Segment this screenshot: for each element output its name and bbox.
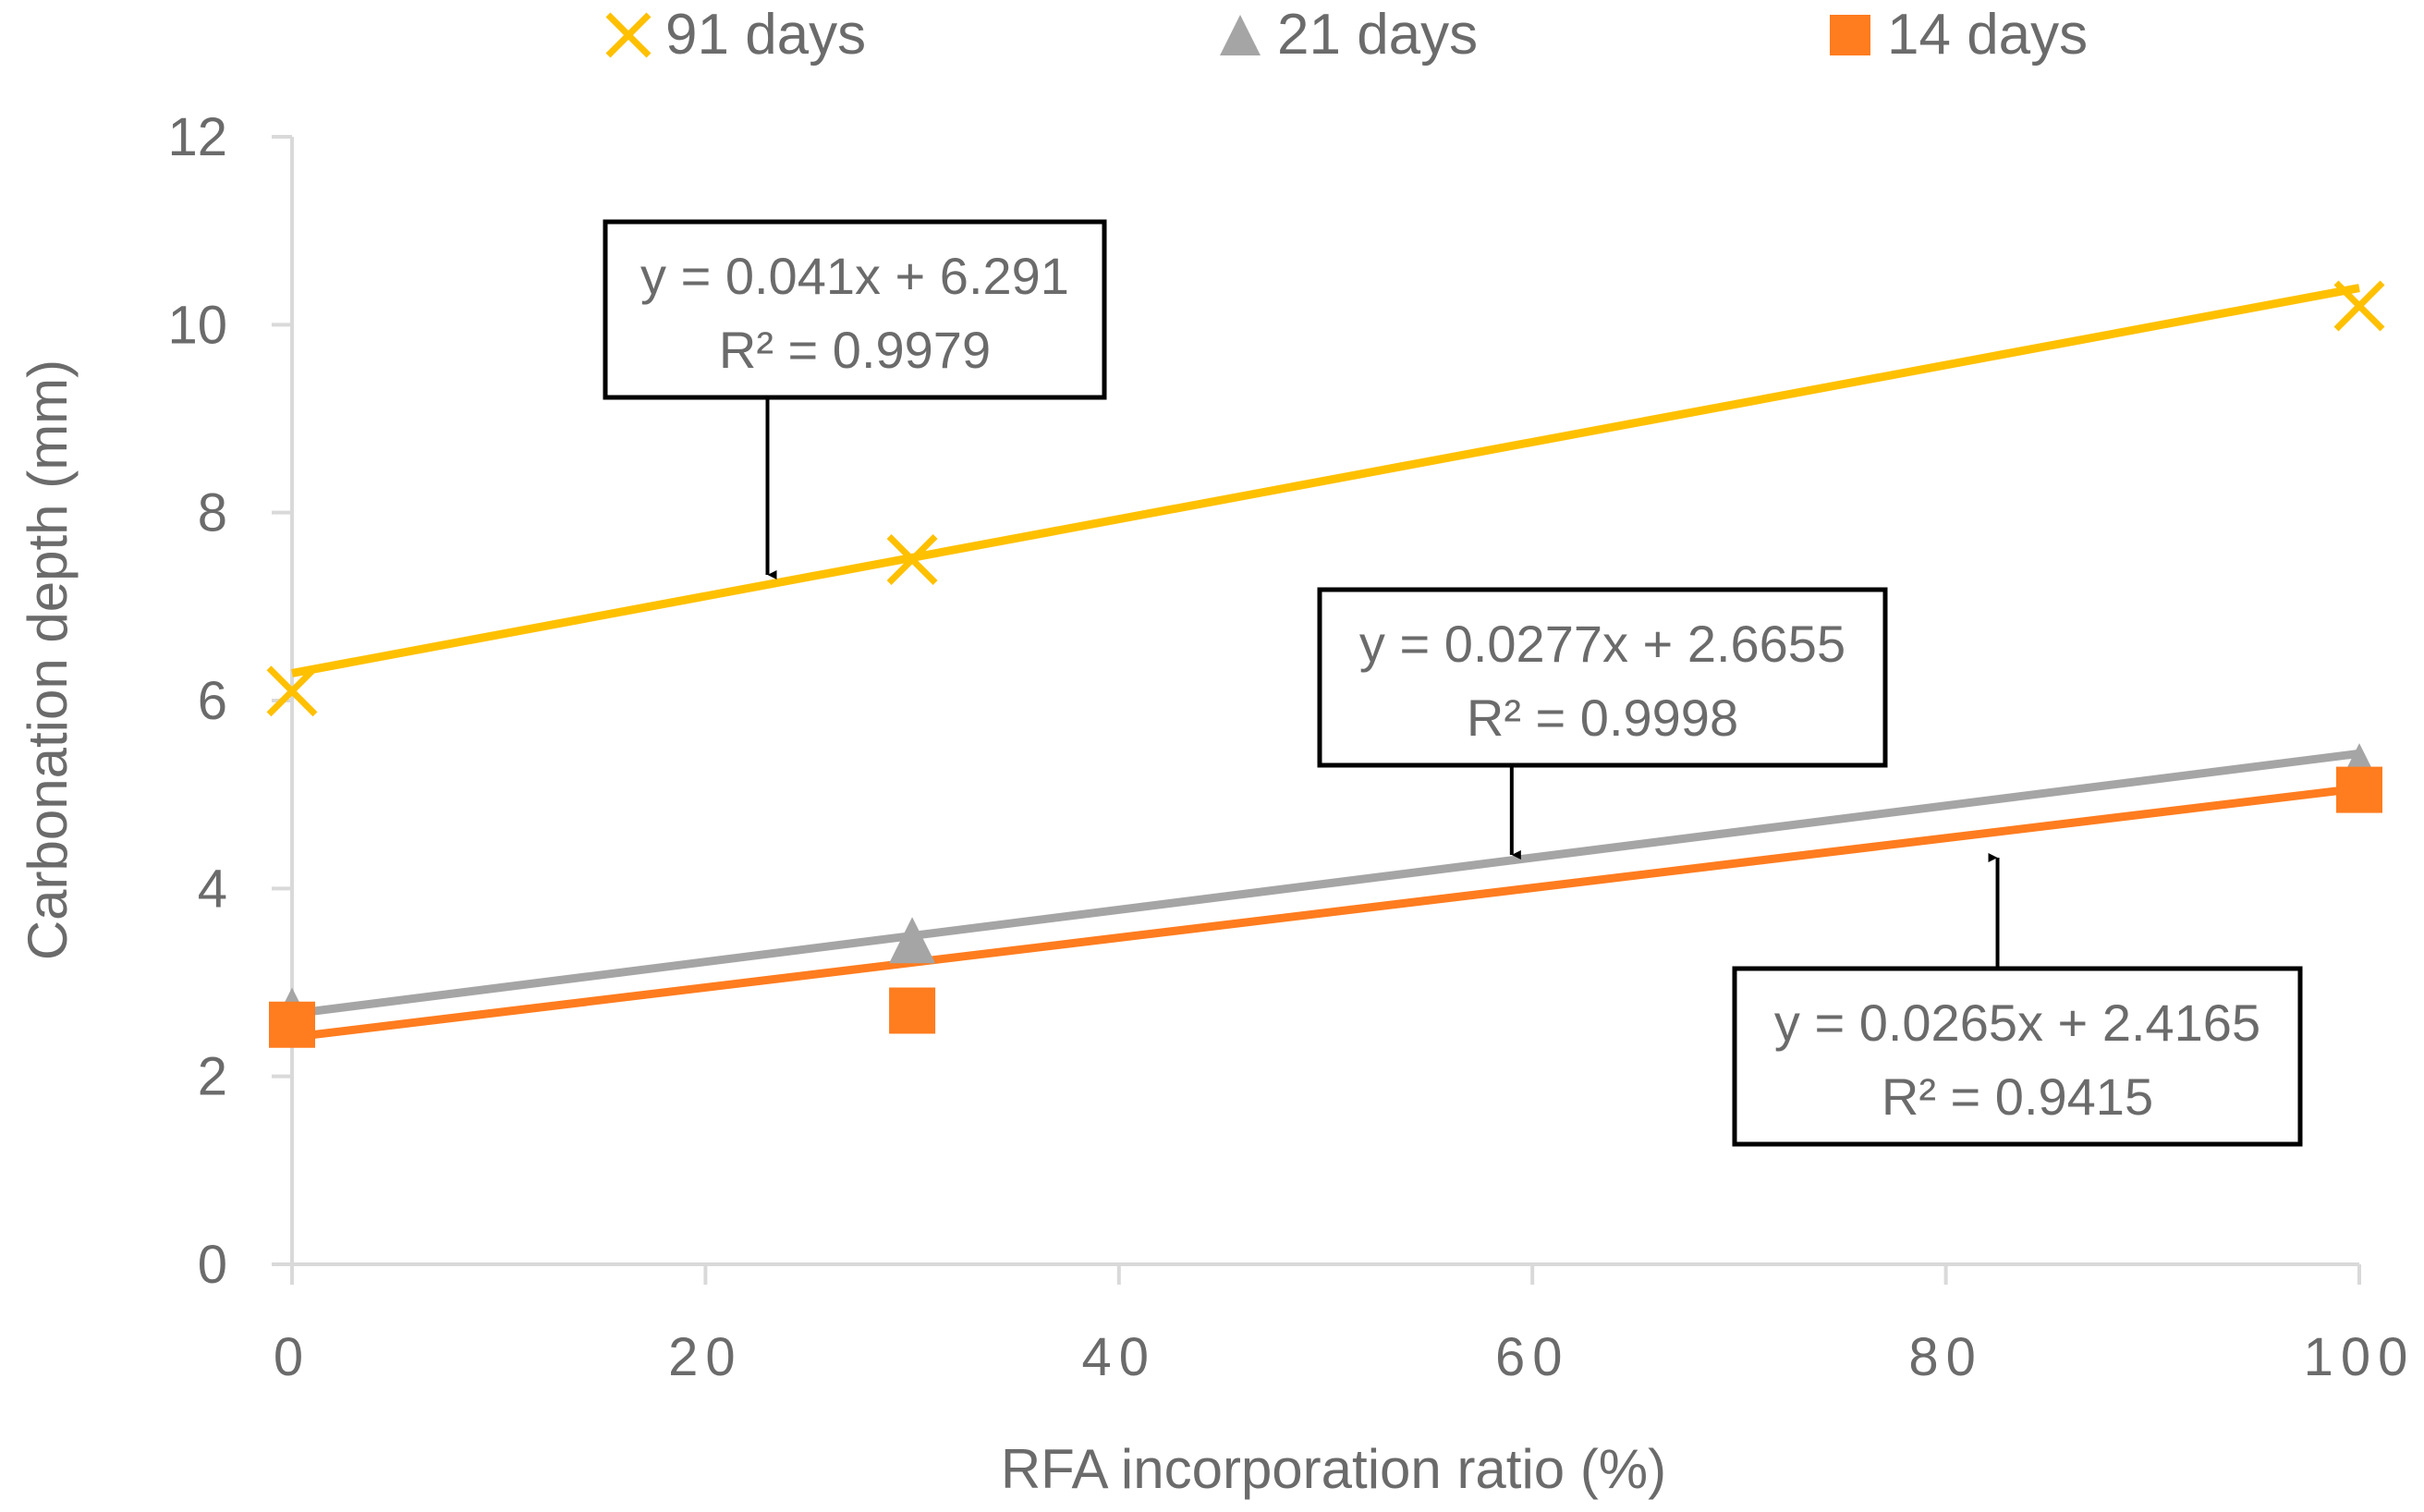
legend: 91 days 21 days 14 days: [605, 3, 2088, 67]
data-point-14-days-0: [269, 1001, 315, 1048]
legend-item-91-days: 91 days: [605, 3, 866, 67]
points-layer: [266, 280, 2385, 1048]
trendline-14-days: [291, 784, 2360, 1042]
data-point-91-days-100-stroke-b: [2333, 280, 2385, 332]
data-point-91-days-100: [2333, 280, 2385, 332]
data-point-91-days-30: [886, 534, 938, 585]
x-tick-label: 100: [2304, 1327, 2416, 1387]
callout-box-21-days: [1317, 587, 1888, 768]
y-tick-label: 12: [167, 107, 227, 167]
axes-layer: 0 2 4 6 8 10 12 0 20 40 60 80 100: [167, 107, 2416, 1387]
legend-marker-91-days-stroke-b: [605, 12, 652, 58]
callout-box-14-days: [1732, 966, 2303, 1147]
legend-label: 14 days: [1887, 3, 2088, 67]
trendline-91-days: [291, 284, 2360, 677]
trendline-equation: y = 0.0265x + 2.4165: [1774, 994, 2260, 1052]
trendline-equation: y = 0.0277x + 2.6655: [1359, 615, 1845, 673]
data-point-21-days-30: [889, 917, 936, 964]
r-squared-value: R² = 0.9415: [1882, 1067, 2153, 1126]
y-tick-label: 4: [198, 859, 227, 919]
legend-item-21-days: 21 days: [1220, 3, 1478, 67]
r-squared-value: R² = 0.9998: [1467, 689, 1738, 747]
legend-item-14-days: 14 days: [1830, 3, 2088, 67]
trendline-equation: y = 0.041x + 6.291: [640, 247, 1069, 305]
x-tick-label: 60: [1495, 1327, 1570, 1387]
x-tick-label: 40: [1082, 1327, 1157, 1387]
x-tick-label: 20: [668, 1327, 743, 1387]
y-tick-label: 2: [198, 1047, 227, 1107]
x-tick-label: 80: [1908, 1327, 1983, 1387]
data-point-14-days-30: [889, 987, 936, 1034]
legend-label: 21 days: [1277, 3, 1478, 67]
data-point-91-days-30-stroke-b: [886, 534, 938, 585]
legend-marker-14-days: [1830, 15, 1870, 55]
r-squared-value: R² = 0.9979: [719, 321, 991, 379]
data-point-14-days-100: [2336, 766, 2382, 813]
legend-marker-21-days: [1220, 15, 1261, 55]
callout-box-91-days: [603, 219, 1107, 400]
y-tick-label: 6: [198, 671, 227, 731]
data-point-91-days-0-stroke-b: [266, 665, 318, 717]
annotations-layer: y = 0.041x + 6.291 R² = 0.9979 y = 0.0277x…: [603, 219, 2303, 1147]
x-tick-label: 0: [274, 1327, 311, 1387]
x-axis-title: RFA incorporation ratio (%): [1001, 1438, 1666, 1500]
y-tick-label: 10: [167, 295, 227, 355]
trendlines-layer: [291, 284, 2360, 1042]
y-tick-label: 0: [198, 1235, 227, 1295]
y-tick-label: 8: [198, 483, 227, 543]
trendline-21-days: [291, 749, 2360, 1018]
legend-marker-91-days: [605, 12, 652, 58]
data-point-91-days-0: [266, 665, 318, 717]
y-axis-title: Carbonation depth (mm): [17, 360, 79, 960]
legend-label: 91 days: [665, 3, 866, 67]
